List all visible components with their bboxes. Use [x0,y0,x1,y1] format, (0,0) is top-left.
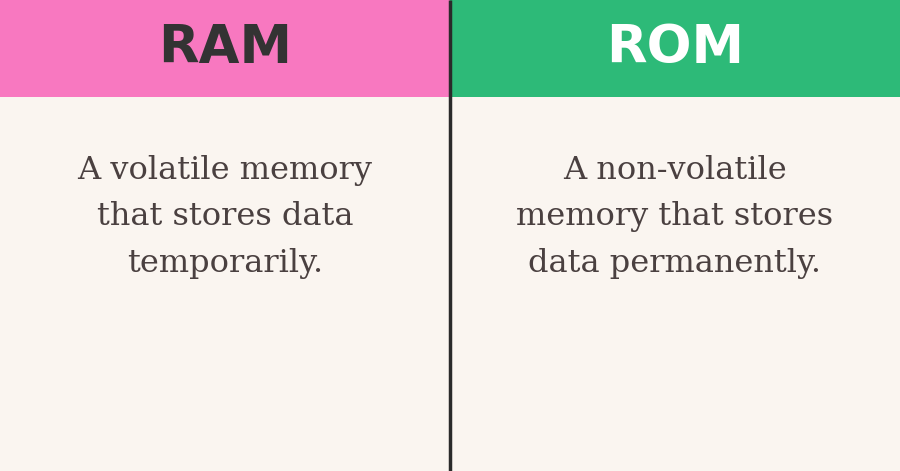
Text: ROM: ROM [606,22,744,74]
Bar [0,0,450,97]
Text: A non-volatile
memory that stores
data permanently.: A non-volatile memory that stores data p… [517,154,833,279]
Text: A volatile memory
that stores data
temporarily.: A volatile memory that stores data tempo… [77,154,373,279]
Text: RAM: RAM [158,22,292,74]
Bar [450,0,900,97]
Bar [0,97,900,471]
